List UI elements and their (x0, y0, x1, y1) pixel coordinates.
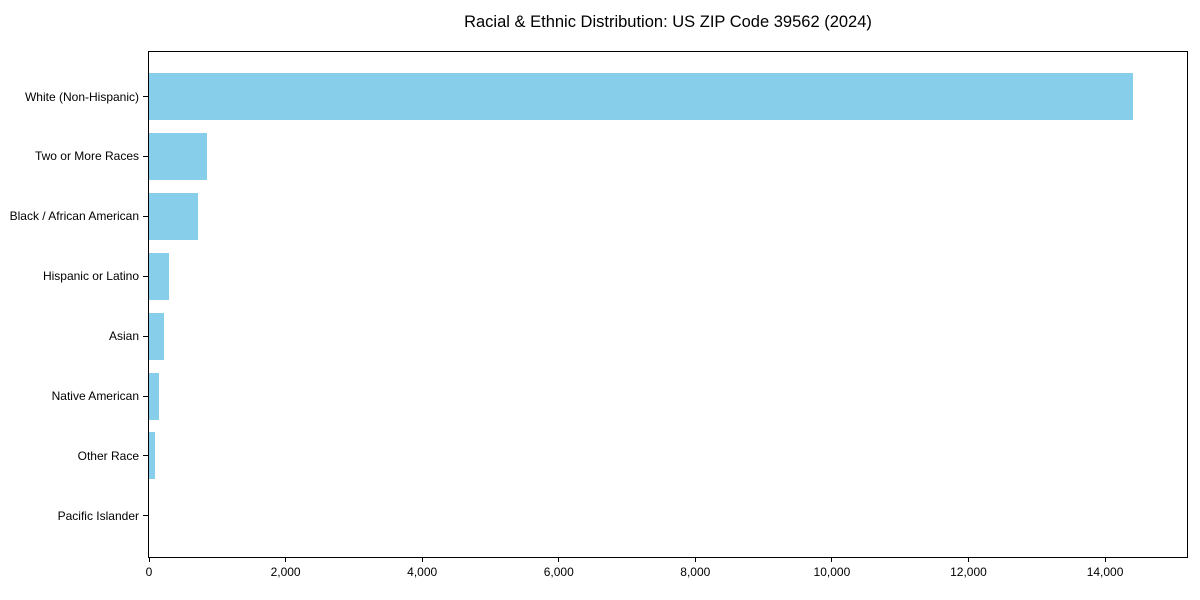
x-label-10000: 10,000 (813, 565, 851, 579)
x-label-4000: 4,000 (407, 565, 438, 579)
bar-asian (149, 312, 165, 360)
x-label-6000: 6,000 (543, 565, 574, 579)
x-label-2000: 2,000 (270, 565, 301, 579)
x-tick-6000 (558, 557, 560, 562)
bar-other-race (149, 432, 156, 480)
x-label-8000: 8,000 (680, 565, 711, 579)
y-label-hispanic-or-latino: Hispanic or Latino (42, 269, 139, 284)
x-tick-2000 (285, 557, 287, 562)
x-label-14000: 14,000 (1086, 565, 1124, 579)
y-tick-two-or-more-races (143, 155, 148, 157)
y-tick-hispanic-or-latino (143, 275, 148, 277)
bar-black-african-american (149, 192, 199, 240)
y-label-white-non-hispanic: White (Non-Hispanic) (24, 89, 139, 104)
bar-hispanic-or-latino (149, 252, 169, 300)
x-label-0: 0 (145, 565, 153, 579)
y-label-pacific-islander: Pacific Islander (57, 508, 139, 523)
y-label-asian: Asian (108, 329, 139, 344)
y-label-other-race: Other Race (77, 448, 139, 463)
y-tick-native-american (143, 395, 148, 397)
y-tick-white-non-hispanic (143, 96, 148, 97)
bar-native-american (149, 372, 160, 420)
x-tick-8000 (694, 557, 696, 562)
y-label-native-american: Native American (51, 389, 139, 403)
x-tick-4000 (421, 557, 423, 562)
x-tick-14000 (1104, 557, 1106, 562)
y-tick-black-african-american (143, 215, 148, 217)
x-label-12000: 12,000 (950, 565, 987, 579)
x-tick-0 (148, 557, 150, 562)
y-label-two-or-more-races: Two or More Races (34, 149, 139, 164)
bar-two-or-more-races (149, 132, 207, 180)
x-tick-10000 (831, 557, 833, 562)
chart-title: Racial & Ethnic Distribution: US ZIP Cod… (464, 13, 872, 31)
y-tick-other-race (143, 455, 148, 457)
y-label-black-african-american: Black / African American (9, 209, 139, 224)
y-tick-asian (143, 335, 148, 337)
bar-white-non-hispanic (149, 73, 1134, 120)
x-tick-12000 (967, 557, 969, 562)
plot-area: White (Non-Hispanic) Two or More Races Bla… (10, 51, 1188, 579)
y-tick-pacific-islander (143, 515, 148, 517)
